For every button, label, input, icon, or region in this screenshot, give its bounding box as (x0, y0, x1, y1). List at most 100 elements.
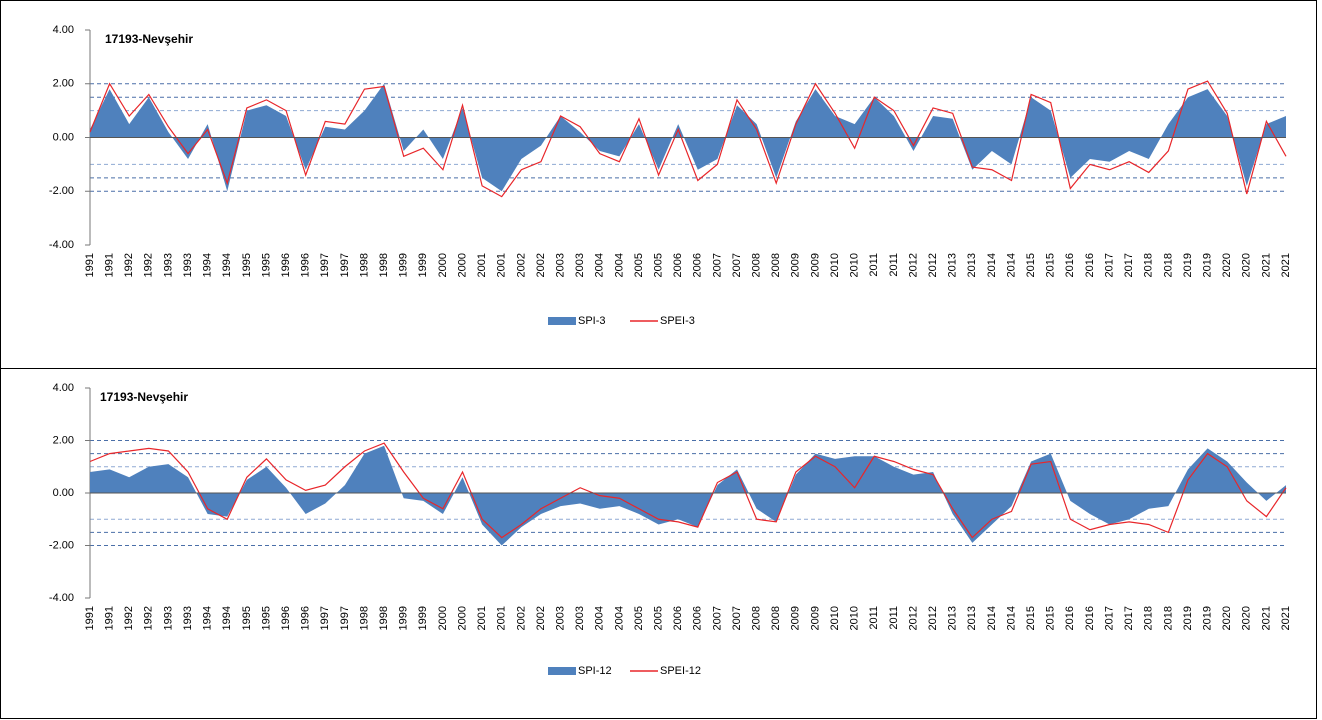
x-tick-label: 2008 (770, 253, 782, 277)
x-tick-label: 2012 (907, 253, 919, 277)
x-tick-label: 2021 (1260, 606, 1272, 630)
x-tick-label: 2006 (672, 606, 684, 630)
x-tick-label: 1998 (378, 606, 390, 630)
y-tick-label: 0.00 (53, 131, 74, 143)
x-tick-label: 2015 (1025, 253, 1037, 277)
x-tick-label: 2009 (809, 253, 821, 277)
x-tick-label: 2007 (731, 253, 743, 277)
spei-line (89, 80, 1287, 198)
x-tick-label: 2001 (476, 253, 488, 277)
x-tick-label: 2013 (966, 606, 978, 630)
x-tick-label: 2002 (535, 606, 547, 630)
x-tick-label: 2000 (456, 606, 468, 630)
x-tick-label: 2016 (1084, 253, 1096, 277)
x-tick-label: 2008 (770, 606, 782, 630)
x-tick-label: 2002 (515, 253, 527, 277)
x-tick-label: 2005 (633, 253, 645, 277)
x-tick-label: 1999 (417, 606, 429, 630)
x-tick-label: 2010 (849, 253, 861, 277)
x-tick-label: 2018 (1143, 253, 1155, 277)
x-tick-label: 1992 (143, 606, 155, 630)
x-tick-label: 2004 (613, 253, 625, 277)
spei-line (89, 442, 1287, 539)
x-tick-label: 1996 (300, 606, 312, 630)
x-tick-label: 1996 (280, 606, 292, 630)
x-tick-label: 2013 (947, 606, 959, 630)
x-tick-label: 1993 (162, 253, 174, 277)
x-tick-label: 1995 (241, 253, 253, 277)
x-tick-label: 2000 (437, 606, 449, 630)
x-tick-label: 2012 (927, 253, 939, 277)
x-tick-label: 2020 (1221, 606, 1233, 630)
x-tick-label: 2000 (437, 253, 449, 277)
x-tick-label: 2016 (1084, 606, 1096, 630)
x-tick-label: 2017 (1123, 253, 1135, 277)
x-tick-label: 1999 (398, 253, 410, 277)
x-tick-label: 2012 (907, 606, 919, 630)
x-tick-label: 1991 (104, 606, 116, 630)
x-tick-label: 2009 (790, 253, 802, 277)
x-tick-label: 2002 (535, 253, 547, 277)
x-tick-label: 1994 (221, 253, 233, 277)
x-tick-label: 1991 (84, 606, 96, 630)
x-tick-label: 1997 (319, 253, 331, 277)
y-tick-label: 2.00 (53, 434, 74, 446)
x-tick-label: 2019 (1182, 253, 1194, 277)
chart-title: 17193-Nevşehir (105, 32, 193, 46)
x-tick-label: 1997 (339, 606, 351, 630)
x-tick-label: 2004 (594, 606, 606, 630)
x-tick-label: 1994 (202, 606, 214, 630)
x-tick-label: 2017 (1103, 253, 1115, 277)
x-tick-label: 1996 (280, 253, 292, 277)
x-tick-label: 2003 (574, 253, 586, 277)
x-tick-label: 2003 (554, 606, 566, 630)
x-tick-label: 1995 (260, 606, 272, 630)
x-tick-label: 1995 (260, 253, 272, 277)
x-tick-label: 1993 (182, 253, 194, 277)
x-tick-label: 2016 (1064, 606, 1076, 630)
x-tick-label: 1992 (123, 253, 135, 277)
x-tick-label: 2019 (1201, 606, 1213, 630)
chart-title: 17193-Nevşehir (100, 390, 188, 404)
x-tick-label: 2006 (692, 253, 704, 277)
legend-label: SPI-12 (578, 665, 612, 677)
x-tick-label: 2008 (751, 606, 763, 630)
x-tick-label: 1993 (162, 606, 174, 630)
x-tick-label: 1997 (339, 253, 351, 277)
legend-swatch (548, 667, 576, 675)
x-tick-label: 1996 (300, 253, 312, 277)
legend-label: SPEI-3 (660, 315, 695, 327)
x-tick-label: 2014 (1005, 253, 1017, 277)
x-tick-label: 2000 (456, 253, 468, 277)
x-tick-label: 2011 (868, 606, 880, 630)
x-tick-label: 1999 (417, 253, 429, 277)
x-tick-label: 2021 (1260, 253, 1272, 277)
x-tick-label: 2017 (1103, 606, 1115, 630)
x-tick-label: 2014 (986, 606, 998, 630)
x-tick-label: 1991 (84, 253, 96, 277)
x-tick-label: 2006 (692, 606, 704, 630)
x-tick-label: 2003 (574, 606, 586, 630)
x-tick-label: 2020 (1221, 253, 1233, 277)
x-tick-label: 2007 (731, 606, 743, 630)
x-tick-label: 2020 (1241, 606, 1253, 630)
x-tick-label: 1992 (143, 253, 155, 277)
x-tick-label: 2004 (594, 253, 606, 277)
x-tick-label: 2005 (652, 253, 664, 277)
x-tick-label: 2011 (868, 253, 880, 277)
x-tick-label: 2007 (711, 606, 723, 630)
x-tick-label: 1998 (358, 253, 370, 277)
x-tick-label: 1994 (202, 253, 214, 277)
x-tick-label: 2005 (652, 606, 664, 630)
x-tick-label: 2001 (496, 606, 508, 630)
y-tick-label: 0.00 (53, 487, 74, 499)
y-tick-label: 4.00 (53, 382, 74, 394)
x-tick-label: 2021 (1280, 606, 1292, 630)
x-tick-label: 2015 (1045, 253, 1057, 277)
x-tick-label: 2017 (1123, 606, 1135, 630)
y-tick-label: -2.00 (49, 539, 74, 551)
x-tick-label: 2018 (1143, 606, 1155, 630)
x-tick-label: 1998 (378, 253, 390, 277)
